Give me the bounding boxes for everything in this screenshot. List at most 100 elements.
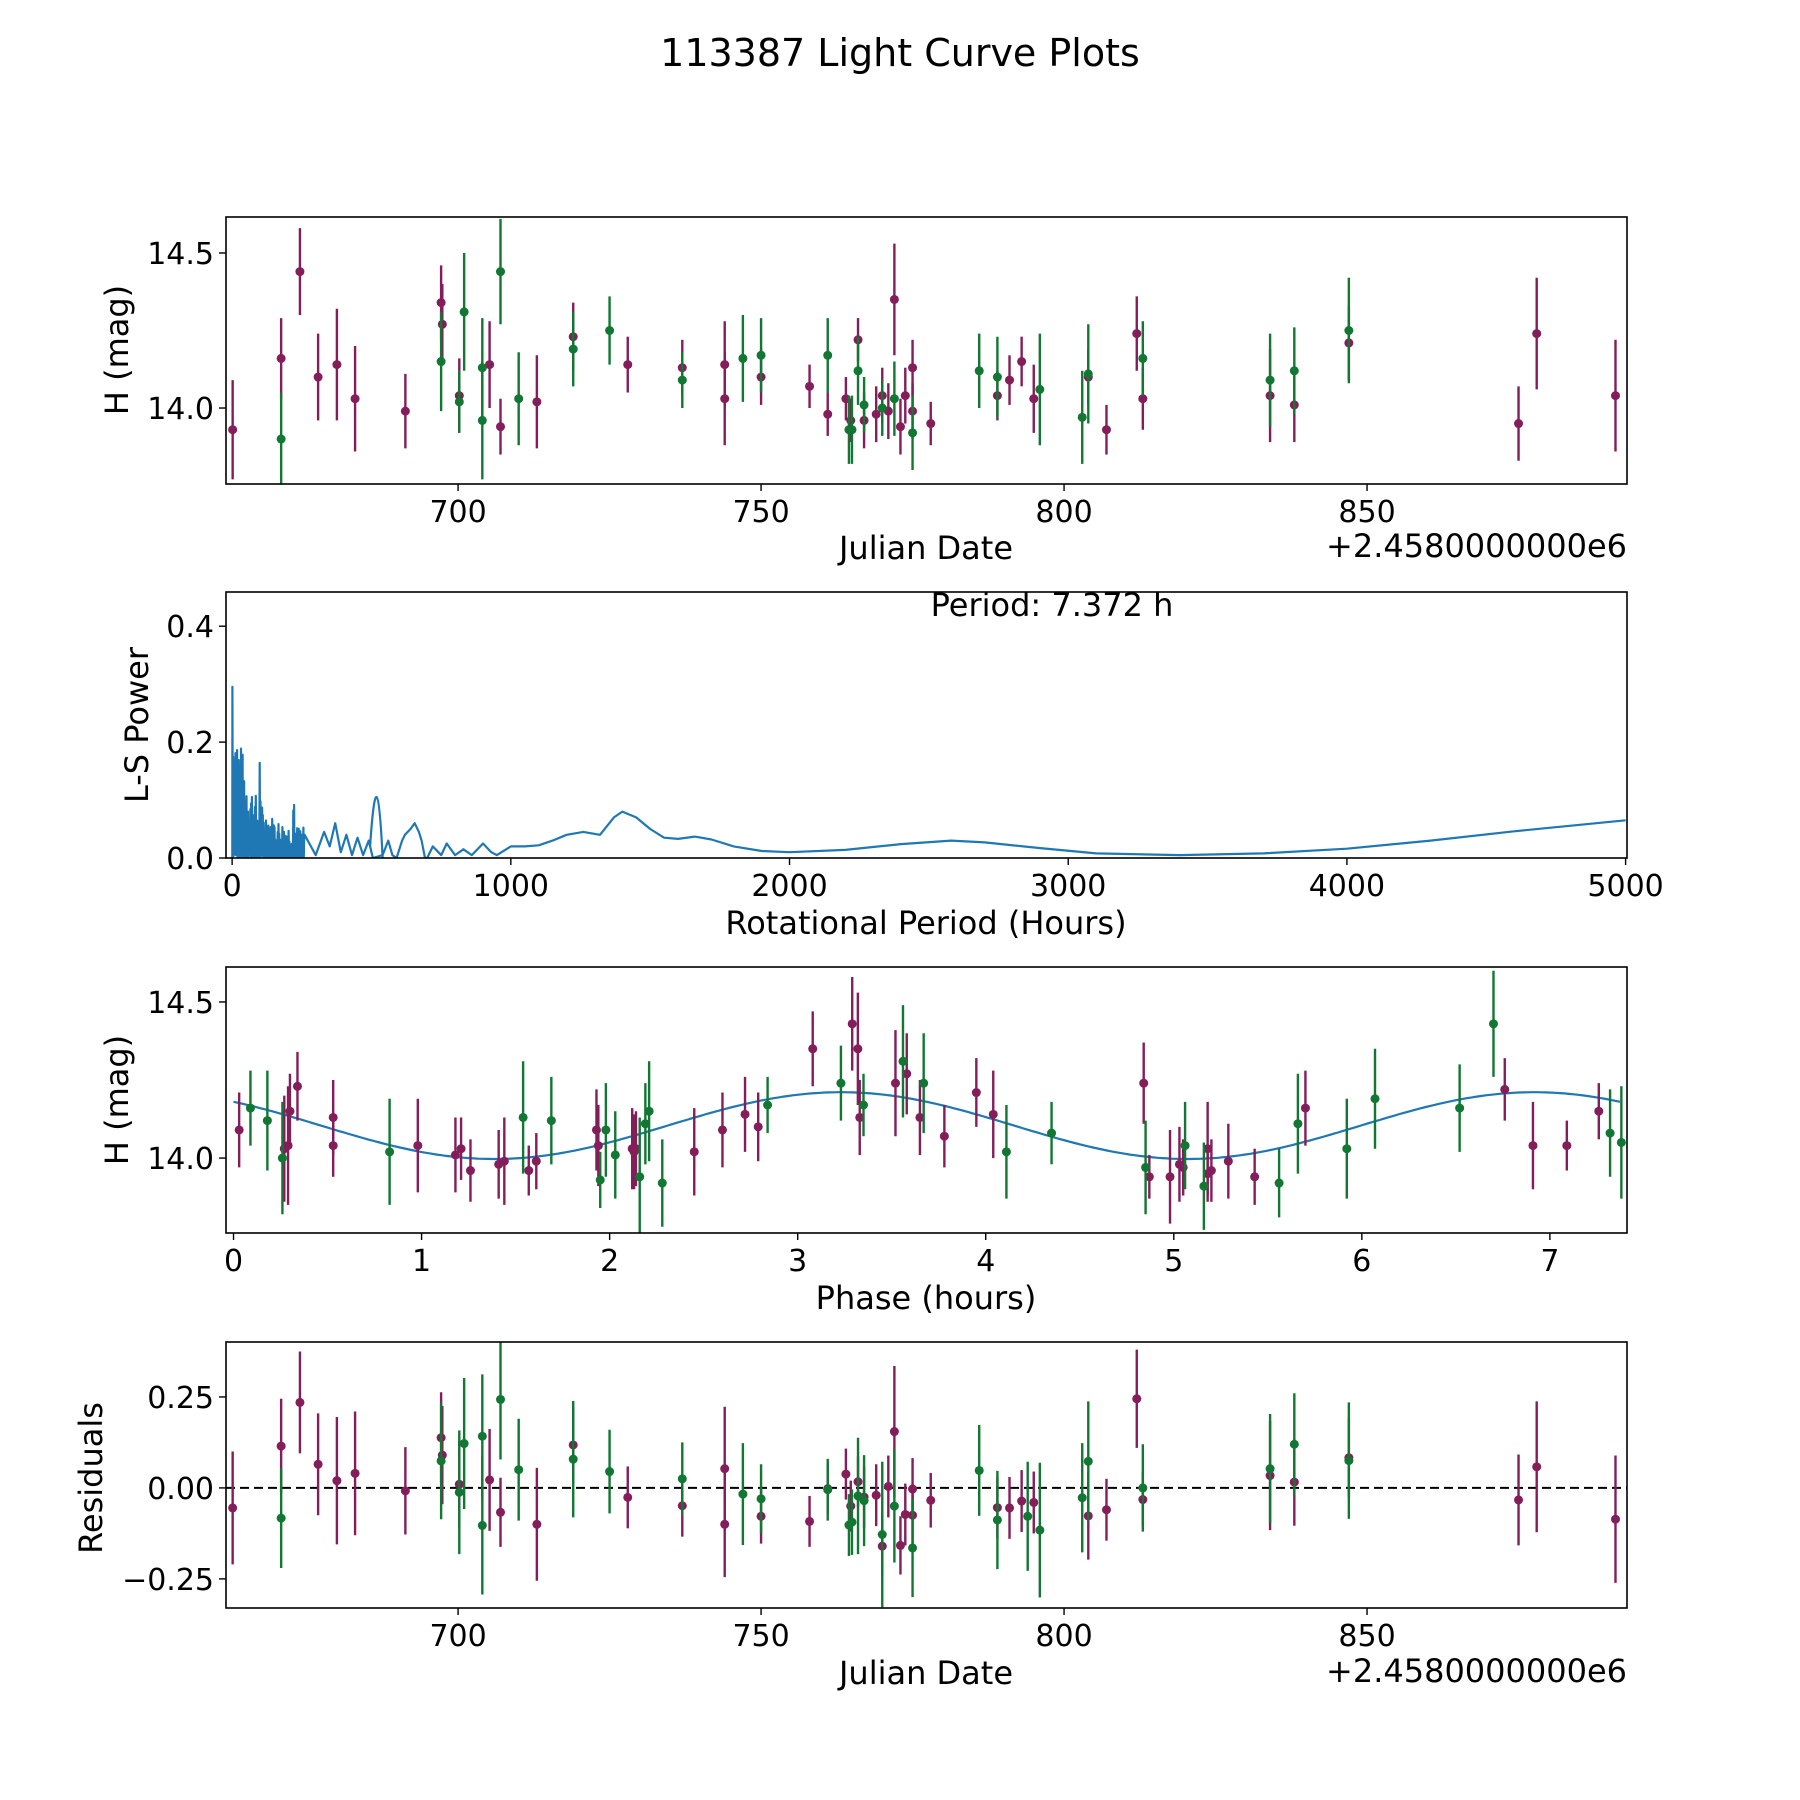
- y-tick-label: 14.0: [147, 1142, 214, 1177]
- residuals-x-axis-label: Julian Date: [837, 1654, 1013, 1692]
- marker: [635, 1172, 645, 1182]
- marker: [1344, 1456, 1354, 1466]
- marker: [1594, 1106, 1604, 1116]
- marker: [245, 1103, 255, 1113]
- marker: [400, 406, 410, 416]
- marker: [1342, 1144, 1352, 1154]
- marker: [846, 415, 856, 425]
- marker: [385, 1147, 395, 1157]
- periodogram-marks: [231, 685, 1626, 858]
- data-point-filter-2: [1265, 333, 1275, 427]
- marker: [514, 1465, 524, 1475]
- data-point-filter-1: [883, 1455, 893, 1518]
- periodogram-x-ticks: 0 1000 2000 3000 4000 5000: [223, 858, 1664, 904]
- x-tick-label: 3000: [1030, 869, 1106, 904]
- marker: [877, 1529, 887, 1539]
- marker: [518, 1112, 528, 1122]
- phased-x-axis-label: Phase (hours): [816, 1279, 1037, 1317]
- raw-x-ticks: 700 750 800 850: [429, 484, 1396, 530]
- marker: [459, 1439, 469, 1449]
- data-point-filter-2: [657, 1139, 667, 1227]
- marker: [889, 1427, 899, 1437]
- data-point-filter-2: [276, 392, 286, 484]
- data-point-filter-1: [1132, 1349, 1142, 1448]
- phased-light-curve-panel: 0 1 2 3 4 5 6 7 14.0 14.5 Phase (hours) H (mag): [98, 966, 1628, 1317]
- marker: [1274, 1178, 1284, 1188]
- data-point-filter-1: [332, 308, 342, 421]
- data-point-filter-2: [1455, 1064, 1465, 1152]
- marker: [1023, 1511, 1033, 1521]
- marker: [436, 357, 446, 367]
- data-point-filter-2: [859, 377, 869, 433]
- x-tick-label: 3: [788, 1244, 807, 1279]
- data-point-filter-1: [1132, 296, 1142, 371]
- data-point-filter-1: [740, 1076, 750, 1152]
- data-point-filter-1: [1610, 1455, 1620, 1583]
- marker: [1532, 329, 1542, 339]
- marker: [436, 298, 446, 308]
- data-point-filter-2: [1138, 321, 1148, 396]
- marker: [939, 1131, 949, 1141]
- x-tick-label: 2: [600, 1244, 619, 1279]
- data-point-filter-2: [823, 318, 833, 393]
- marker: [859, 400, 869, 410]
- marker: [332, 1476, 342, 1486]
- residuals-x-ticks: 700 750 800 850: [429, 1608, 1396, 1654]
- marker: [1144, 1172, 1154, 1182]
- marker: [285, 1106, 295, 1116]
- marker: [738, 1489, 748, 1499]
- phased-y-ticks: 14.0 14.5: [147, 986, 226, 1177]
- marker: [847, 1019, 857, 1029]
- y-tick-label: 14.5: [147, 237, 214, 272]
- data-point-filter-1: [593, 1104, 603, 1187]
- marker: [276, 353, 286, 363]
- raw-y-axis-label: H (mag): [98, 285, 136, 415]
- marker: [228, 425, 238, 435]
- x-tick-label: 750: [732, 1619, 789, 1654]
- marker: [898, 1056, 908, 1066]
- marker: [623, 1492, 633, 1502]
- marker: [900, 391, 910, 401]
- periodogram-y-ticks: 0.0 0.2 0.4: [166, 610, 226, 877]
- data-point-filter-2: [640, 1083, 650, 1165]
- data-point-filter-2: [601, 1083, 611, 1177]
- marker: [889, 394, 899, 404]
- x-tick-label: 5: [1164, 1244, 1183, 1279]
- data-point-filter-2: [1616, 1086, 1626, 1199]
- data-point-filter-1: [400, 373, 410, 449]
- data-point-filter-1: [437, 283, 447, 365]
- marker: [1138, 353, 1148, 363]
- marker: [1180, 1141, 1190, 1151]
- marker: [926, 1495, 936, 1505]
- data-point-filter-2: [1077, 370, 1087, 464]
- y-tick-label: 0.00: [147, 1472, 214, 1507]
- data-point-filter-1: [1500, 1058, 1510, 1121]
- data-point-filter-1: [988, 1070, 998, 1159]
- data-point-filter-1: [871, 386, 881, 443]
- data-point-filter-2: [738, 1443, 748, 1546]
- data-point-filter-2: [1342, 1098, 1352, 1199]
- data-point-filter-1: [1139, 1042, 1149, 1124]
- data-point-filter-2: [1023, 1461, 1033, 1571]
- data-point-filter-1: [234, 1092, 244, 1168]
- data-point-filter-2: [1344, 277, 1354, 384]
- data-point-filter-2: [1138, 1444, 1148, 1532]
- marker: [1001, 1147, 1011, 1157]
- data-point-filter-2: [605, 1429, 615, 1514]
- marker: [974, 366, 984, 376]
- marker: [1488, 1019, 1498, 1029]
- marker: [889, 294, 899, 304]
- raw-axes-frame: [225, 216, 1628, 485]
- data-point-filter-1: [496, 1477, 506, 1547]
- x-tick-label: 4000: [1309, 869, 1385, 904]
- marker: [1265, 375, 1275, 385]
- data-point-filter-2: [454, 1430, 464, 1555]
- data-point-filter-1: [1144, 1154, 1154, 1199]
- data-point-filter-1: [465, 1139, 475, 1202]
- marker: [350, 1468, 360, 1478]
- data-point-filter-2: [546, 1076, 556, 1165]
- phased-x-ticks: 0 1 2 3 4 5 6 7: [224, 1233, 1559, 1279]
- data-point-filter-1: [623, 1466, 633, 1529]
- marker: [823, 350, 833, 360]
- residuals-axes-frame: [225, 1341, 1628, 1609]
